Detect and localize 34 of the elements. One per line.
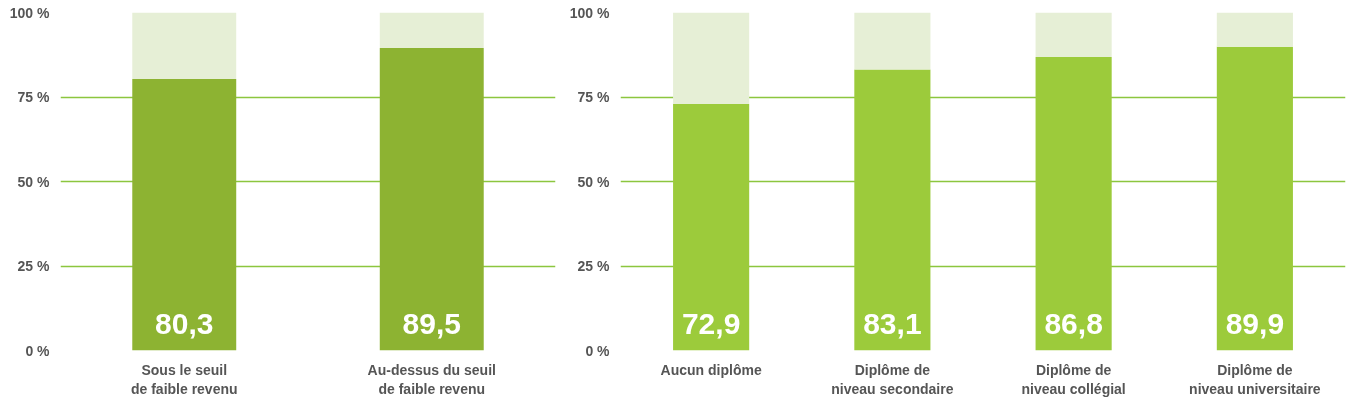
x-tick-label: Au-dessus du seuil de faible revenu — [367, 361, 496, 397]
bar — [1035, 12, 1112, 58]
y-tick-label: 25 % — [17, 258, 51, 274]
data-label: 72,9 — [681, 306, 741, 340]
y-tick-label: 0 % — [25, 342, 51, 359]
y-tick-label: 0 % — [585, 342, 611, 359]
bar — [379, 12, 484, 48]
y-tick-label: 50 % — [577, 173, 611, 190]
x-tick-label: Aucun diplôme — [660, 361, 762, 378]
data-label: 80,3 — [155, 306, 214, 340]
bar — [854, 12, 931, 70]
bar — [1216, 46, 1293, 351]
bar — [673, 12, 750, 105]
data-label: 83,1 — [863, 306, 922, 340]
y-tick-label: 50 % — [17, 173, 51, 190]
data-label: 89,9 — [1225, 306, 1285, 340]
x-tick-label: Sous le seuil de faible revenu — [130, 361, 238, 397]
bar — [673, 104, 750, 351]
y-tick-label: 100 % — [9, 4, 51, 21]
y-tick-label: 25 % — [577, 258, 611, 274]
x-tick-label: Diplôme de niveau secondaire — [831, 361, 954, 397]
data-label: 89,5 — [402, 306, 461, 340]
bar — [1035, 57, 1112, 351]
bar — [132, 79, 237, 351]
y-tick-label: 75 % — [577, 89, 611, 105]
bar — [854, 69, 931, 351]
x-tick-label: Diplôme de niveau collégial — [1021, 361, 1126, 397]
bar — [379, 47, 484, 351]
bar — [1216, 12, 1293, 47]
data-label: 86,8 — [1044, 306, 1103, 340]
y-tick-label: 100 % — [569, 4, 611, 21]
y-tick-label: 75 % — [17, 89, 51, 105]
bar — [132, 12, 237, 80]
x-tick-label: Diplôme de niveau universitaire — [1189, 361, 1321, 397]
